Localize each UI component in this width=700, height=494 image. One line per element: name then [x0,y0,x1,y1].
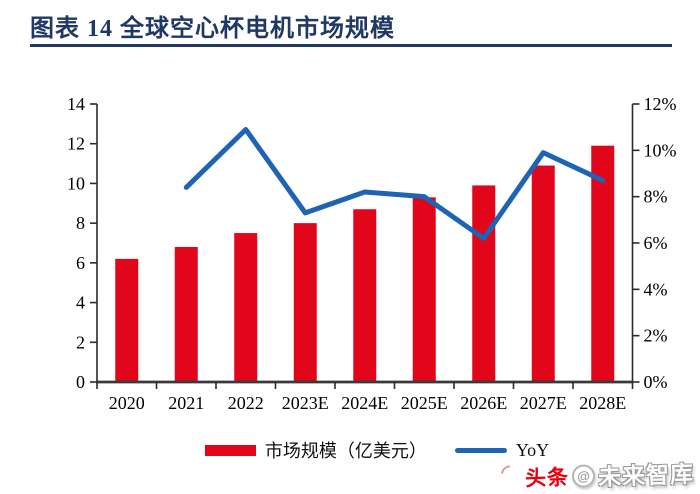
bar-2027E [531,165,555,382]
category-label-2026E: 2026E [460,393,507,413]
left-axis-label: 4 [76,293,85,313]
right-axis-label: 2% [644,326,668,346]
left-axis-label: 14 [67,94,85,114]
bar-2028E [591,145,615,382]
bar-2025E [412,197,436,382]
watermark-at-icon: @ [571,463,596,488]
bar-2023E [293,223,317,382]
legend-item-market-size: 市场规模（亿美元） [204,437,427,463]
bar-2021 [174,246,198,382]
title-divider [30,44,672,47]
left-axis-label: 8 [76,213,85,233]
left-axis-label: 6 [76,253,85,273]
category-label-2028E: 2028E [579,393,626,413]
category-label-2023E: 2023E [282,393,329,413]
watermark: 头条 @ 未来智库 [497,455,695,494]
category-label-2024E: 2024E [341,393,388,413]
right-axis-label: 0% [644,372,668,392]
bar-2026E [472,185,496,382]
category-label-2027E: 2027E [520,393,567,413]
left-axis-label: 0 [76,372,85,392]
legend-item-yoy: YoY [454,439,550,461]
right-axis-label: 6% [644,233,668,253]
bar-2020 [115,258,139,382]
right-axis-label: 12% [644,94,677,114]
category-label-2025E: 2025E [401,393,448,413]
left-axis-label: 10 [67,173,85,193]
legend-bar-swatch [204,444,256,456]
watermark-brand-label: 未来智库 [597,460,695,491]
left-axis-label: 12 [67,134,85,154]
category-label-2020: 2020 [109,393,145,413]
bar-2022 [234,233,258,382]
bar-2024E [353,209,377,382]
legend-label-market-size: 市场规模（亿美元） [264,441,427,461]
right-axis-label: 8% [644,187,668,207]
legend-line-swatch [454,447,507,453]
watermark-toutiao-label: 头条 [524,466,570,491]
right-axis-label: 4% [644,279,668,299]
legend-label-yoy: YoY [515,439,550,460]
yoy-line [183,126,606,241]
figure-title: 图表 14 全球空心杯电机市场规模 [30,16,395,42]
right-axis-label: 10% [644,140,677,160]
chart-legend: 市场规模（亿美元） YoY [27,437,700,463]
category-label-2021: 2021 [168,393,204,413]
category-label-2022: 2022 [228,393,264,413]
left-axis-label: 2 [76,332,85,352]
